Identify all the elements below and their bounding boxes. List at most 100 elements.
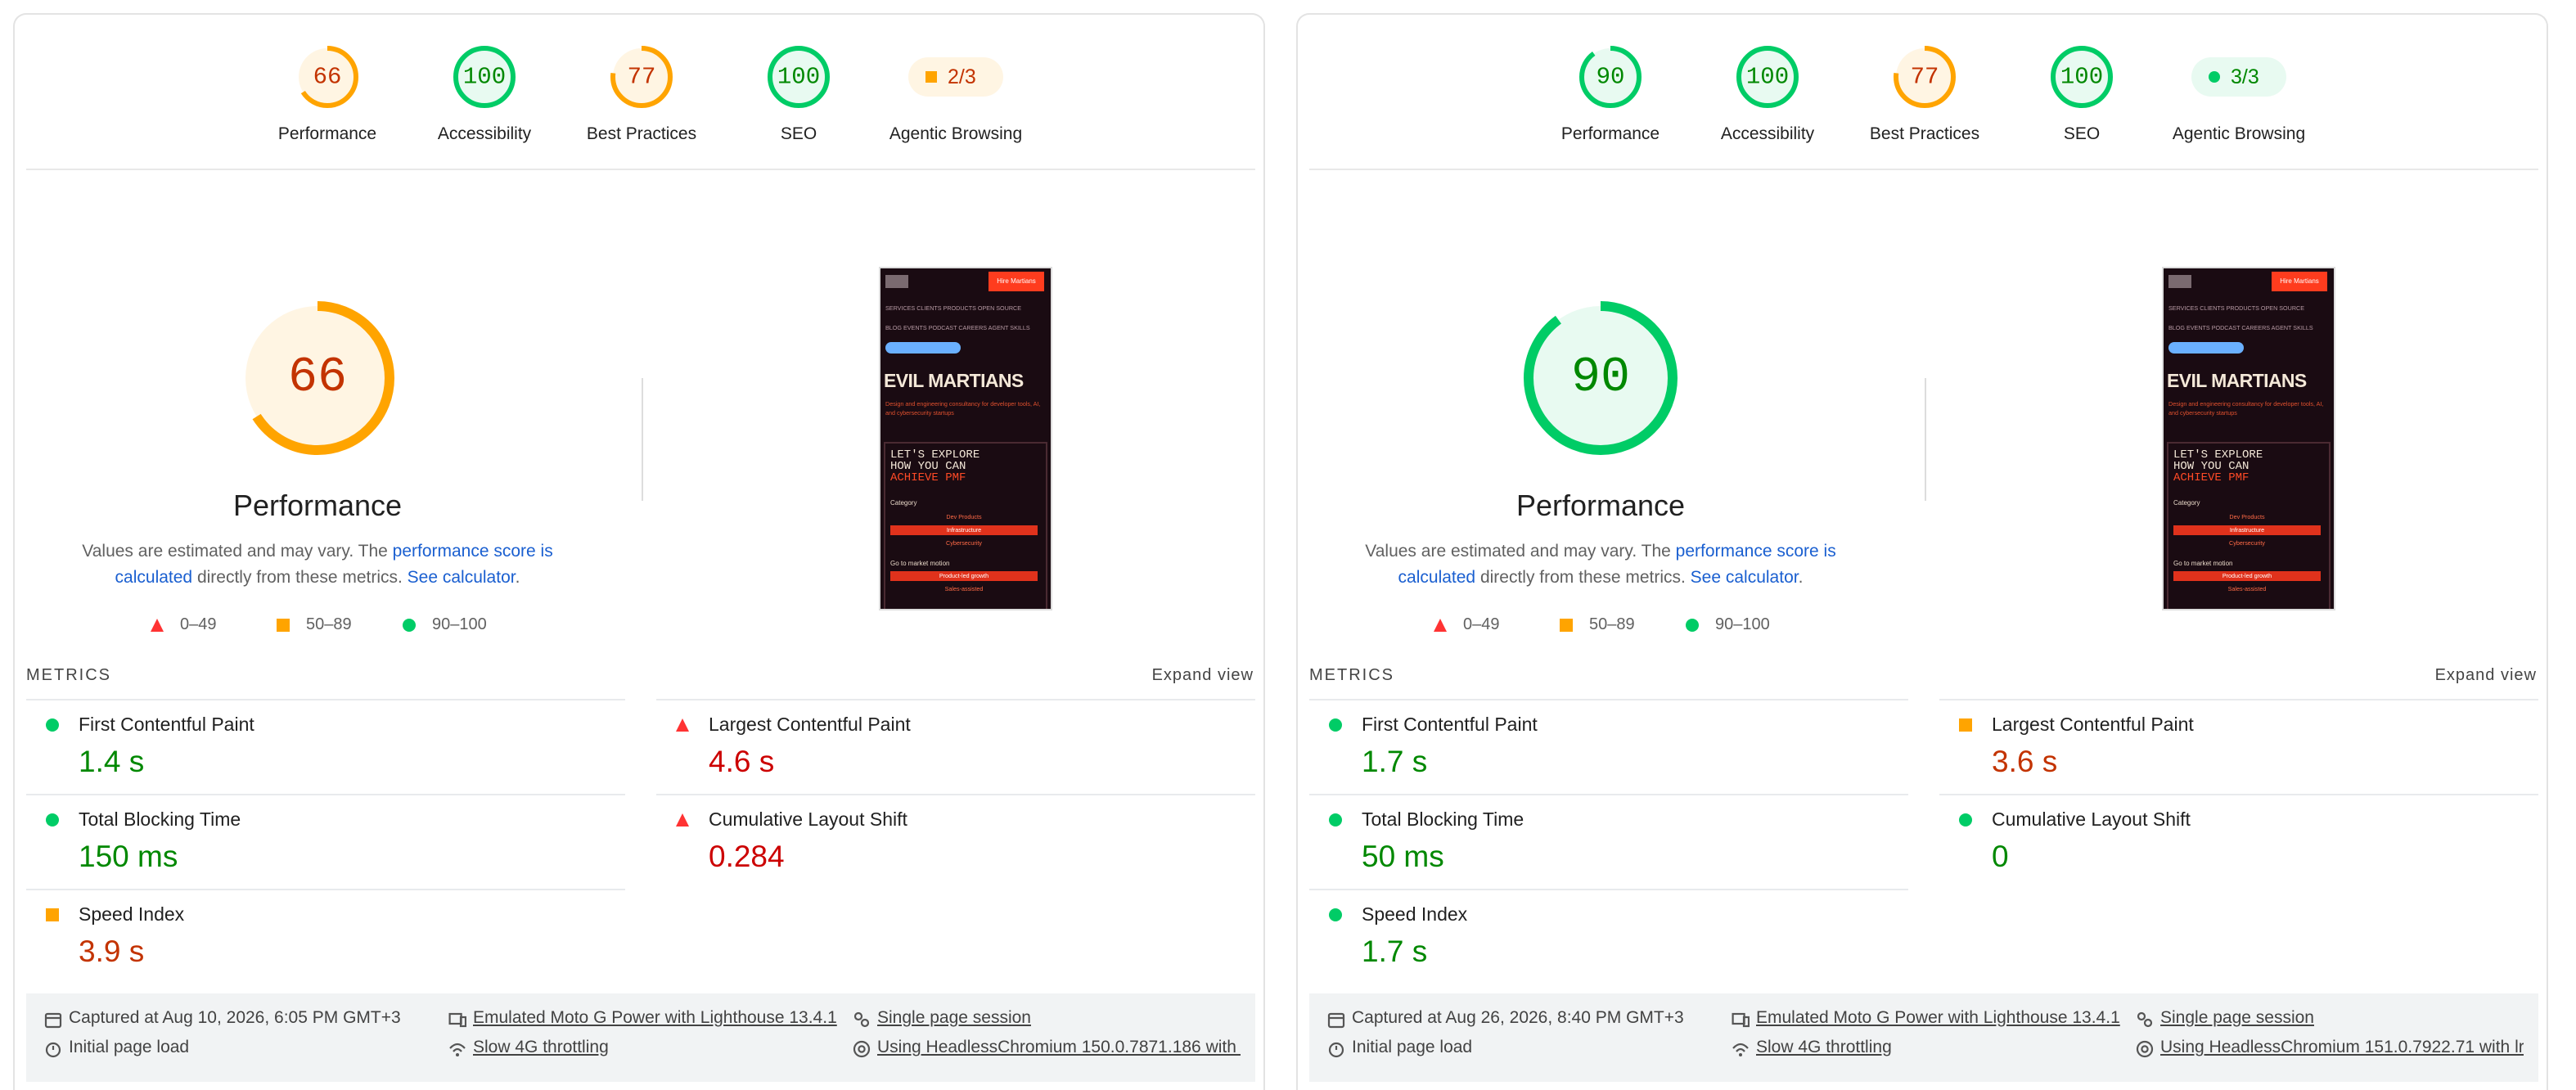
site-title: EVIL MARTIANS [884,370,1024,391]
session-icon [860,1018,870,1028]
circle-icon [403,619,416,632]
metric-label: First Contentful Paint [1362,714,1538,735]
expand-view[interactable]: Expand view [2434,666,2537,684]
run-info-item[interactable]: Emulated Moto G Power with Lighthouse 13… [1756,1008,2120,1027]
summary-text: directly from these metrics. [192,568,408,587]
circle-icon [1959,813,1972,827]
gauge-arc [1736,46,1799,108]
browser-icon [2141,1045,2149,1053]
gauge-background [299,48,356,106]
gauge-arc [1579,46,1642,108]
hire-button: Hire Martians [2272,272,2327,291]
category-option: Infrastructure [890,525,1038,535]
metric-separator [1309,889,1908,890]
nav-line: SERVICES CLIENTS PRODUCTS OPEN SOURCE [2168,304,2305,312]
fraction-value: 2/3 [948,65,976,88]
metric-separator [1939,794,2538,795]
metric-label: Total Blocking Time [79,808,241,830]
gauge-arc [610,46,673,108]
metric-value: 50 ms [1362,840,1444,873]
score-value: 66 [313,63,342,91]
headline-highlight: ACHIEVE PMF [890,471,966,484]
category-option: Cybersecurity [946,539,982,547]
performance-title: Performance [1515,489,1686,522]
fraction-value: 3/3 [2231,65,2259,88]
headline-highlight: ACHIEVE PMF [2173,471,2249,484]
headline: HOW YOU CAN [890,460,966,473]
expand-view[interactable]: Expand view [1151,666,1254,684]
summary-text: . [1798,568,1804,587]
device-icon [459,1016,466,1028]
motion-label: Go to market motion [2173,560,2233,567]
summary-text: Values are estimated and may vary. The [1365,542,1676,561]
footer-icon [1328,1042,1344,1058]
metric-label: Cumulative Layout Shift [1992,808,2191,830]
run-info-item[interactable]: Using HeadlessChromium 151.0.7922.71 wit… [2160,1038,2524,1056]
motion-option: Product-led growth [890,571,1038,581]
circle-icon [1329,908,1342,921]
score-link[interactable]: performance score is calculated [115,542,553,587]
rating-icon [1329,813,1342,827]
gauge-background [1582,48,1639,106]
square-icon [277,619,290,632]
summary-text: . [515,568,520,587]
headline: LET'S EXPLORE [2173,448,2263,462]
footer-icon [2137,1011,2153,1028]
rating-icon [1434,619,1447,632]
circle-icon [1329,718,1342,732]
badge [885,342,961,354]
gauge-background [613,48,670,106]
run-info-item[interactable]: Slow 4G throttling [1756,1038,1892,1056]
device-icon [1742,1016,1750,1028]
page-screenshot: Hire Martians SERVICES CLIENTS PRODUCTS O… [2162,267,2335,610]
calendar-icon [1327,1012,1345,1029]
metric-label: Largest Contentful Paint [709,714,911,735]
rating-icon [1959,718,1972,732]
fraction-badge[interactable]: 2/3 [908,57,1003,97]
category-label: SEO [780,124,817,143]
triangle-icon [676,718,689,732]
gauge-background [456,48,513,106]
gauge-background [2053,48,2110,106]
run-info-item[interactable]: Using HeadlessChromium 150.0.7871.186 wi… [877,1038,1241,1056]
score-gauge [241,301,394,455]
run-info-item[interactable]: Single page session [877,1008,1031,1027]
category-label: Best Practices [1869,124,1980,143]
device-icon [1732,1012,1745,1025]
circle-icon [2209,71,2220,83]
summary-text: Values are estimated and may vary. The p… [1355,538,1846,591]
calculator-link[interactable]: See calculator [1690,568,1799,587]
circle-icon [46,718,59,732]
report-panel: 90 Performance 100 Accessibility 77 Best Prac… [1296,13,2548,1090]
motion-label: Go to market motion [890,560,950,567]
metric-separator [1309,794,1908,795]
metric-value: 0 [1992,840,2009,873]
category-label: Accessibility [437,124,532,143]
calendar-icon [44,1012,62,1029]
nav-line: SERVICES CLIENTS PRODUCTS OPEN SOURCE [885,304,1022,312]
gauge-background [1529,306,1673,450]
metric-label: Largest Contentful Paint [1992,714,2194,735]
run-info-item: Initial page load [69,1038,190,1056]
card [884,442,1047,609]
calculator-link[interactable]: See calculator [407,568,516,587]
run-info-item: Initial page load [1352,1038,1473,1056]
fraction-badge[interactable]: 3/3 [2191,57,2286,97]
square-icon [46,908,59,921]
footer-icon [853,1011,870,1028]
report-panel: 66 Performance 100 Accessibility 77 Best Prac… [13,13,1265,1090]
timer-icon [45,1042,61,1058]
circle-icon [46,813,59,827]
performance-title: Performance [232,489,403,522]
run-info-item[interactable]: Single page session [2160,1008,2314,1027]
metric-value: 3.9 s [79,935,145,968]
category-label: Performance [277,124,377,143]
run-info-item[interactable]: Slow 4G throttling [473,1038,609,1056]
metric-separator [26,794,625,795]
triangle-icon [676,813,689,827]
headline: HOW YOU CAN [2173,460,2249,473]
run-info-item[interactable]: Emulated Moto G Power with Lighthouse 13… [473,1008,837,1027]
score-link[interactable]: performance score is calculated [1398,542,1836,587]
score-value: 100 [777,63,821,91]
legend-label: 0–49 [180,615,217,633]
